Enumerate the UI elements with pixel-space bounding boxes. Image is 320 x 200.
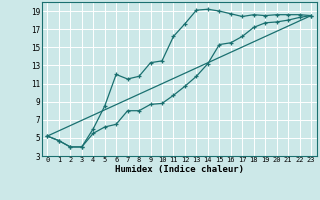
X-axis label: Humidex (Indice chaleur): Humidex (Indice chaleur): [115, 165, 244, 174]
